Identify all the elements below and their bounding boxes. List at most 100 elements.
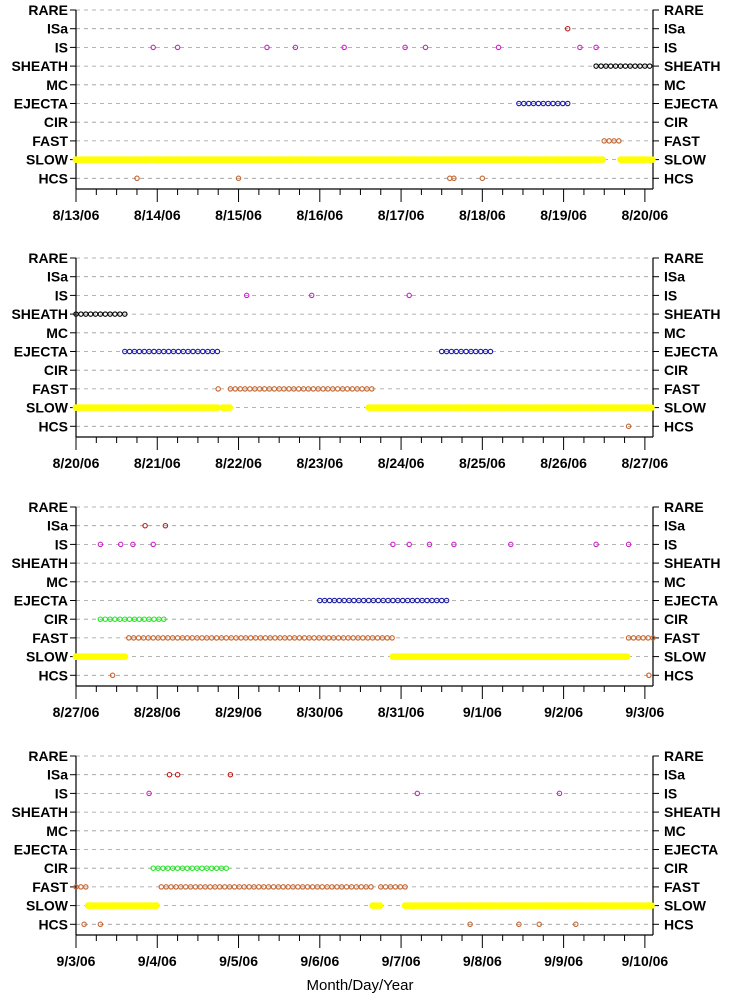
y-tick-label-right: HCS — [664, 667, 694, 683]
y-tick-label-left: ISa — [47, 269, 68, 285]
data-point-sheath — [122, 311, 128, 317]
data-point-fast — [382, 884, 389, 890]
y-tick-label-right: RARE — [664, 2, 704, 18]
y-tick-label-right: FAST — [664, 630, 700, 646]
y-tick-label-right: IS — [664, 287, 677, 303]
data-point-ejecta — [438, 597, 445, 604]
data-point-hcs — [235, 175, 242, 182]
y-tick-label-left: EJECTA — [14, 96, 68, 112]
data-point-slow — [226, 404, 233, 411]
data-point-fast — [215, 386, 221, 392]
data-point-fast — [223, 635, 230, 641]
y-tick-label-left: ISa — [47, 518, 68, 534]
data-point-slow — [376, 902, 384, 909]
x-tick-label: 8/27/06 — [622, 455, 669, 471]
y-tick-label-right: ISa — [664, 767, 685, 783]
data-point-fast — [247, 386, 253, 392]
data-point-ejecta — [375, 597, 382, 604]
x-tick-label: 8/26/06 — [540, 455, 587, 471]
x-tick-label: 8/25/06 — [459, 455, 506, 471]
y-tick-label-left: EJECTA — [14, 593, 68, 609]
data-point-hcs — [97, 921, 104, 928]
y-tick-label-left: MC — [46, 823, 68, 839]
x-tick-label: 8/16/06 — [296, 207, 343, 223]
y-tick-label-left: FAST — [32, 381, 68, 397]
y-tick-label-right: IS — [664, 785, 677, 801]
y-tick-label-right: ISa — [664, 21, 685, 37]
x-tick-label: 9/8/06 — [463, 953, 502, 969]
x-tick-label: 8/30/06 — [296, 704, 343, 720]
data-point-isa — [142, 522, 148, 529]
data-point-slow — [153, 902, 160, 909]
y-tick-label-left: EJECTA — [14, 344, 68, 360]
data-point-hcs — [479, 175, 486, 182]
y-tick-label-right: HCS — [664, 916, 694, 932]
y-tick-label-left: HCS — [38, 667, 68, 683]
y-tick-label-left: RARE — [28, 748, 68, 764]
y-tick-label-left: HCS — [38, 418, 68, 434]
x-tick-label: 8/20/06 — [53, 455, 100, 471]
y-tick-label-right: EJECTA — [664, 593, 718, 609]
x-tick-label: 8/22/06 — [215, 455, 262, 471]
data-point-cir — [126, 616, 133, 622]
data-point-is — [117, 541, 124, 548]
y-tick-label-left: HCS — [38, 170, 68, 186]
y-tick-label-right: SHEATH — [664, 555, 721, 571]
data-point-is — [97, 541, 104, 548]
data-point-fast — [369, 386, 375, 392]
y-tick-label-right: CIR — [664, 114, 688, 130]
data-point-isa — [227, 771, 234, 778]
y-tick-label-left: RARE — [28, 2, 68, 18]
data-point-is — [422, 44, 429, 51]
data-point-ejecta — [564, 100, 571, 107]
data-point-ejecta — [487, 348, 494, 355]
data-point-fast — [286, 635, 293, 641]
data-point-fast — [359, 386, 365, 392]
data-point-hcs — [573, 921, 579, 928]
x-tick-label: 8/24/06 — [378, 455, 425, 471]
x-tick-label: 9/2/06 — [544, 704, 583, 720]
data-point-ejecta — [351, 597, 357, 604]
data-point-cir — [174, 865, 181, 871]
y-tick-label-left: SLOW — [26, 649, 69, 665]
y-tick-label-right: SLOW — [664, 649, 707, 665]
y-tick-label-right: EJECTA — [664, 344, 718, 360]
y-tick-label-right: FAST — [664, 133, 700, 149]
y-tick-label-left: ISa — [47, 21, 68, 37]
data-point-ejecta — [438, 348, 445, 355]
data-point-is — [426, 541, 433, 548]
data-point-is — [150, 44, 156, 51]
y-tick-label-left: SLOW — [26, 152, 69, 168]
x-tick-label: 9/1/06 — [463, 704, 502, 720]
y-tick-label-left: SHEATH — [11, 555, 68, 571]
data-point-fast — [182, 884, 189, 890]
x-tick-label: 8/13/06 — [53, 207, 100, 223]
data-point-fast — [389, 635, 395, 641]
data-point-slow — [121, 653, 129, 660]
data-point-slow — [648, 404, 655, 411]
y-tick-label-right: MC — [664, 77, 686, 93]
data-point-is — [264, 44, 270, 51]
data-point-cir — [223, 865, 230, 871]
y-tick-label-left: SHEATH — [11, 306, 68, 322]
data-point-slow — [623, 653, 631, 660]
y-tick-label-left: SLOW — [26, 400, 69, 416]
data-point-hcs — [536, 921, 542, 928]
data-point-isa — [174, 771, 181, 778]
y-tick-label-right: SHEATH — [664, 306, 721, 322]
x-tick-label: 8/29/06 — [215, 704, 262, 720]
y-tick-label-right: SLOW — [664, 400, 707, 416]
data-point-hcs — [516, 921, 522, 928]
data-point-ejecta — [151, 348, 157, 355]
y-tick-label-left: CIR — [44, 362, 68, 378]
y-tick-label-right: ISa — [664, 269, 685, 285]
y-tick-label-left: ISa — [47, 767, 68, 783]
y-tick-label-right: MC — [664, 325, 686, 341]
x-tick-label: 9/5/06 — [219, 953, 258, 969]
y-tick-label-left: SLOW — [26, 898, 69, 914]
data-point-ejecta — [126, 348, 133, 355]
y-tick-label-left: SHEATH — [11, 804, 68, 820]
data-point-fast — [311, 635, 317, 641]
data-point-ejecta — [326, 597, 333, 604]
